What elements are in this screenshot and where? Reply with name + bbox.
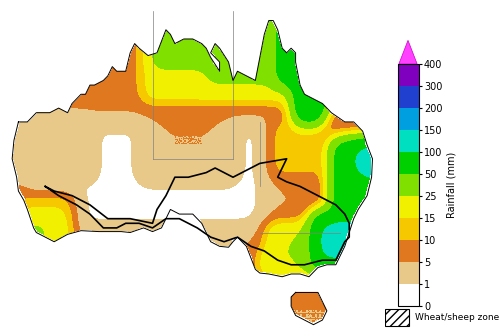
Y-axis label: Rainfall (mm): Rainfall (mm) [446,152,456,218]
Text: Wheat/sheep zone: Wheat/sheep zone [414,313,499,322]
Bar [385,309,409,326]
Polygon shape [399,40,417,64]
